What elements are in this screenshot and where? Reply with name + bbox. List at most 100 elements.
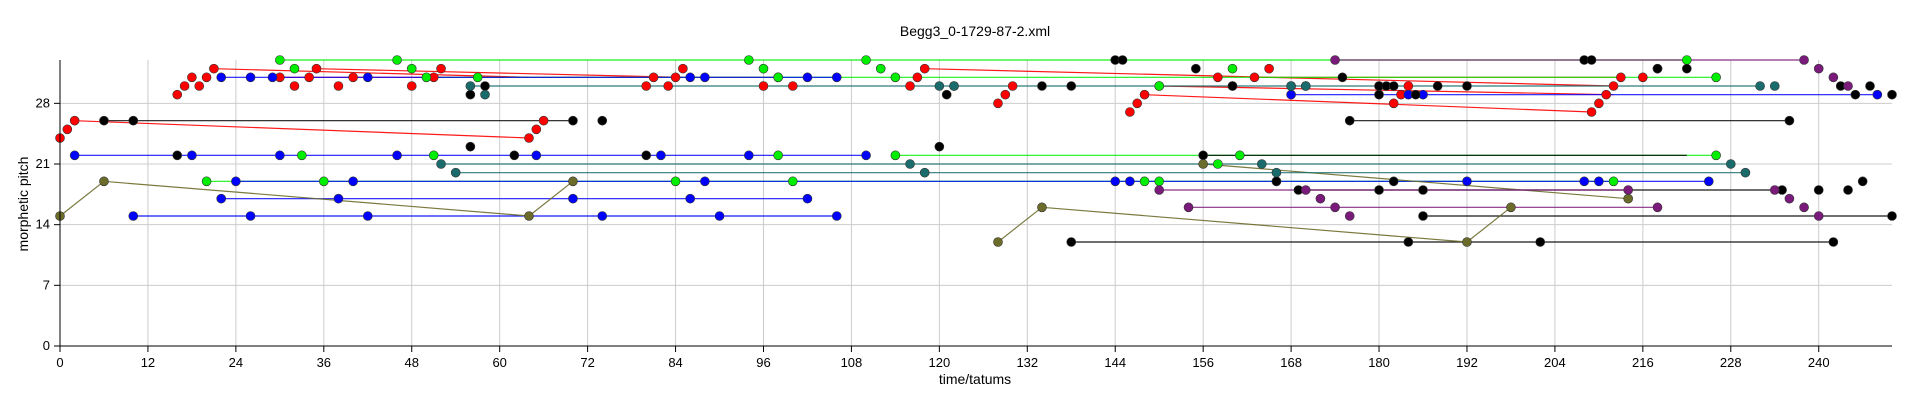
connection-line [1041, 206, 1468, 243]
data-point [1828, 72, 1839, 83]
data-point [1865, 81, 1875, 91]
data-point [1388, 98, 1399, 109]
x-tick-label: 0 [56, 355, 63, 370]
data-point [758, 81, 769, 91]
data-point [99, 176, 109, 187]
data-point [890, 150, 901, 161]
data-point [333, 193, 344, 204]
data-point [744, 150, 754, 161]
data-point [1300, 185, 1311, 195]
data-point [1813, 211, 1824, 221]
data-point [1799, 202, 1809, 213]
data-point [831, 211, 842, 221]
data-point [480, 81, 490, 91]
data-point [1249, 72, 1260, 83]
data-point [949, 81, 959, 91]
data-point [1264, 63, 1274, 74]
data-point [1330, 202, 1340, 213]
data-point [670, 176, 681, 187]
data-point [1110, 176, 1121, 187]
data-point [1117, 55, 1128, 65]
data-point [531, 150, 542, 161]
y-tick-label: 21 [36, 156, 50, 171]
data-point [1183, 202, 1194, 213]
data-point [1213, 159, 1223, 169]
x-tick-label: 240 [1808, 355, 1830, 370]
data-point [428, 150, 439, 161]
data-point [1872, 89, 1883, 100]
connection-line [1466, 206, 1512, 243]
data-point [1769, 81, 1780, 91]
data-point [319, 176, 329, 187]
data-point [450, 167, 461, 178]
x-tick-label: 84 [668, 355, 682, 370]
data-point [289, 81, 300, 91]
y-tick-label: 0 [43, 338, 50, 353]
data-point [1601, 89, 1612, 100]
data-point [1344, 211, 1355, 221]
data-point [1000, 89, 1011, 100]
data-point [1740, 167, 1751, 178]
connection-line [59, 180, 105, 217]
data-point [209, 63, 219, 74]
data-point [773, 150, 783, 161]
axes [54, 60, 1892, 352]
data-point [802, 193, 813, 204]
data-point [1769, 185, 1780, 195]
data-point [311, 63, 322, 74]
data-point [568, 115, 578, 126]
data-point [1462, 176, 1472, 187]
data-point [362, 72, 373, 83]
data-point [436, 63, 446, 74]
data-point [1813, 185, 1824, 195]
y-tick-label: 28 [36, 95, 50, 110]
x-tick-label: 168 [1280, 355, 1302, 370]
data-point [1300, 81, 1311, 91]
data-point [1704, 176, 1714, 187]
data-point [1388, 81, 1399, 91]
data-point [568, 193, 578, 204]
data-point [993, 237, 1003, 247]
data-point [1682, 63, 1692, 74]
data-point [685, 72, 696, 83]
data-point [1256, 159, 1267, 169]
data-point [670, 72, 681, 83]
data-point [905, 81, 915, 91]
data-point [362, 211, 373, 221]
x-tick-label: 132 [1016, 355, 1038, 370]
x-tick-label: 96 [756, 355, 770, 370]
data-point [465, 141, 476, 152]
grid [59, 60, 1892, 347]
data-point [216, 193, 227, 204]
data-point [524, 133, 534, 143]
data-point [1154, 176, 1164, 187]
data-point [480, 89, 490, 100]
data-point [905, 159, 915, 169]
data-point [69, 115, 80, 126]
data-point [172, 150, 183, 161]
data-point [1191, 63, 1201, 74]
data-point [1139, 176, 1150, 187]
data-point [1784, 193, 1795, 204]
data-point [1887, 89, 1897, 100]
x-tick-label: 60 [492, 355, 506, 370]
data-point [1198, 150, 1208, 161]
connection-line [997, 206, 1043, 243]
x-tick-label: 228 [1720, 355, 1742, 370]
data-point [128, 211, 139, 221]
data-point [1403, 237, 1414, 247]
x-tick-label: 24 [229, 355, 243, 370]
x-tick-label: 216 [1632, 355, 1654, 370]
y-axis-label: morphetic pitch [15, 157, 31, 252]
data-point [348, 176, 358, 187]
data-point [1154, 185, 1164, 195]
data-point [641, 150, 652, 161]
data-point [861, 150, 871, 161]
data-point [1132, 98, 1143, 109]
data-point [201, 72, 212, 83]
y-tick-label: 7 [43, 277, 50, 292]
data-point [531, 124, 542, 135]
data-point [934, 81, 945, 91]
data-point [648, 72, 659, 83]
data-point [1843, 185, 1853, 195]
